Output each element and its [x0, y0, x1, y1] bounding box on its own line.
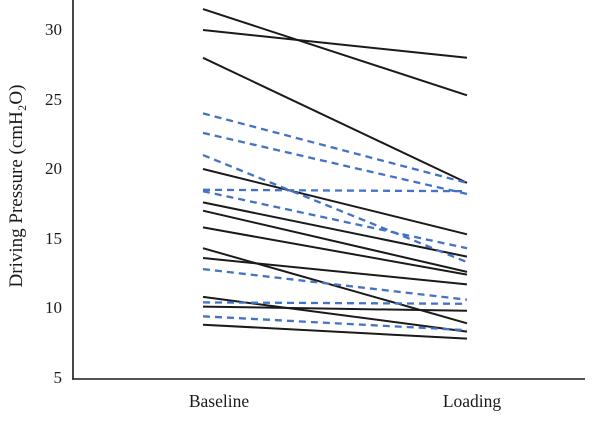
x-category-loading: Loading [442, 391, 502, 411]
y-tick-label-25: 25 [45, 90, 62, 109]
dashed-blue-patient-line [202, 267, 468, 301]
dashed-blue-patient-line [202, 188, 468, 193]
y-tick-label-15: 15 [45, 229, 62, 248]
y-tick-label-5: 5 [53, 368, 63, 387]
solid-black-patient-line [202, 247, 468, 325]
dashed-blue-patient-line [202, 131, 468, 196]
solid-black-patient-line [202, 295, 468, 333]
solid-black-patient-line [202, 56, 468, 184]
dashed-blue-patient-line [202, 154, 468, 264]
solid-black-patient-line [202, 323, 468, 340]
y-tick-label-20: 20 [45, 159, 62, 178]
y-axis-title: Driving Pressure (cmH₂O) [6, 84, 27, 288]
solid-black-patient-line [202, 29, 468, 59]
dashed-blue-patient-line [202, 315, 468, 332]
dashed-blue-patient-line [202, 112, 468, 185]
solid-black-patient-line [202, 201, 468, 258]
solid-black-patient-line [202, 209, 468, 273]
slope-lines-group [202, 8, 468, 340]
solid-black-patient-line [202, 257, 468, 286]
solid-black-patient-line [202, 168, 468, 236]
dashed-blue-patient-line [202, 190, 468, 250]
dashed-blue-patient-line [202, 301, 468, 305]
y-tick-label-30: 30 [45, 20, 62, 39]
x-category-baseline: Baseline [188, 391, 250, 411]
solid-black-patient-line [202, 226, 468, 276]
solid-black-patient-line [202, 8, 468, 97]
y-tick-label-10: 10 [45, 298, 62, 317]
solid-black-patient-line [202, 305, 468, 312]
